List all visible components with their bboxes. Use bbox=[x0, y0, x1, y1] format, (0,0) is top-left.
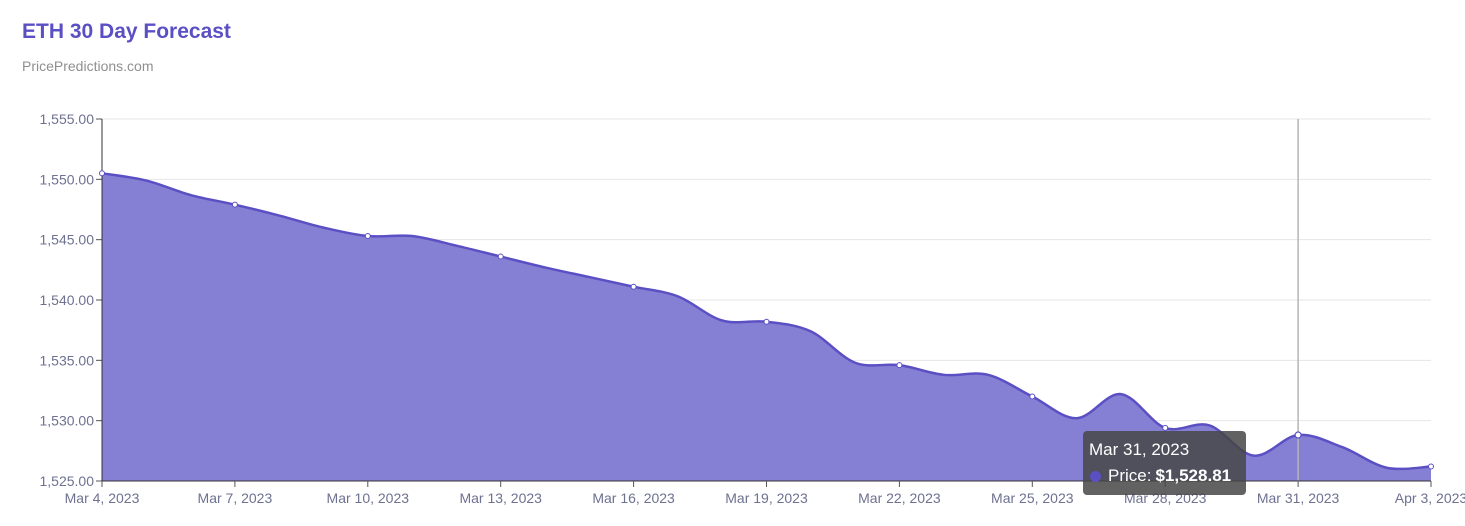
tooltip-label: Price: bbox=[1108, 466, 1152, 485]
y-tick-label: 1,550.00 bbox=[40, 171, 95, 187]
x-tick-label: Mar 25, 2023 bbox=[991, 490, 1074, 506]
chart-title: ETH 30 Day Forecast bbox=[22, 20, 231, 43]
data-point[interactable] bbox=[231, 201, 238, 208]
x-tick-label: Mar 7, 2023 bbox=[198, 490, 273, 506]
x-tick-label: Mar 22, 2023 bbox=[858, 490, 941, 506]
data-points[interactable] bbox=[99, 170, 1434, 470]
axes: 1,525.00 1,530.00 1,535.00 1,540.00 1,545.00… bbox=[40, 111, 1465, 506]
y-tick-label: 1,540.00 bbox=[40, 292, 95, 308]
series-color-dot bbox=[1090, 470, 1101, 482]
x-tick-label: Mar 10, 2023 bbox=[327, 490, 410, 506]
area-fill bbox=[102, 173, 1431, 482]
chart-subtitle: PricePredictions.com bbox=[22, 58, 154, 74]
y-tick-label: 1,555.00 bbox=[40, 111, 95, 127]
x-tick-label: Mar 13, 2023 bbox=[459, 490, 542, 506]
data-point[interactable] bbox=[896, 362, 903, 369]
x-tick-label: Mar 16, 2023 bbox=[592, 490, 675, 506]
y-tick-label: 1,525.00 bbox=[40, 473, 95, 489]
data-point[interactable] bbox=[497, 253, 504, 260]
y-tick-label: 1,545.00 bbox=[40, 232, 95, 248]
x-tick-label: Apr 3, 2023 bbox=[1395, 490, 1465, 506]
data-point[interactable] bbox=[364, 233, 371, 240]
data-point[interactable] bbox=[763, 318, 770, 325]
y-tick-label: 1,535.00 bbox=[40, 352, 95, 368]
tooltip: Mar 31, 2023 Price: $1,528.81 bbox=[1083, 431, 1246, 495]
data-point[interactable] bbox=[1428, 463, 1434, 470]
data-point[interactable] bbox=[1162, 424, 1169, 431]
x-tick-label: Mar 4, 2023 bbox=[65, 490, 140, 506]
tooltip-date: Mar 31, 2023 bbox=[1089, 440, 1190, 459]
x-tick-label: Mar 19, 2023 bbox=[725, 490, 808, 506]
data-point[interactable] bbox=[99, 170, 105, 177]
data-point[interactable] bbox=[630, 283, 637, 290]
tooltip-row: Price: $1,528.81 bbox=[1090, 466, 1231, 486]
tooltip-value: $1,528.81 bbox=[1155, 466, 1232, 485]
x-tick-label: Mar 31, 2023 bbox=[1257, 490, 1340, 506]
highlighted-point[interactable] bbox=[1294, 431, 1302, 439]
data-point[interactable] bbox=[1029, 393, 1036, 400]
y-tick-label: 1,530.00 bbox=[40, 413, 95, 429]
